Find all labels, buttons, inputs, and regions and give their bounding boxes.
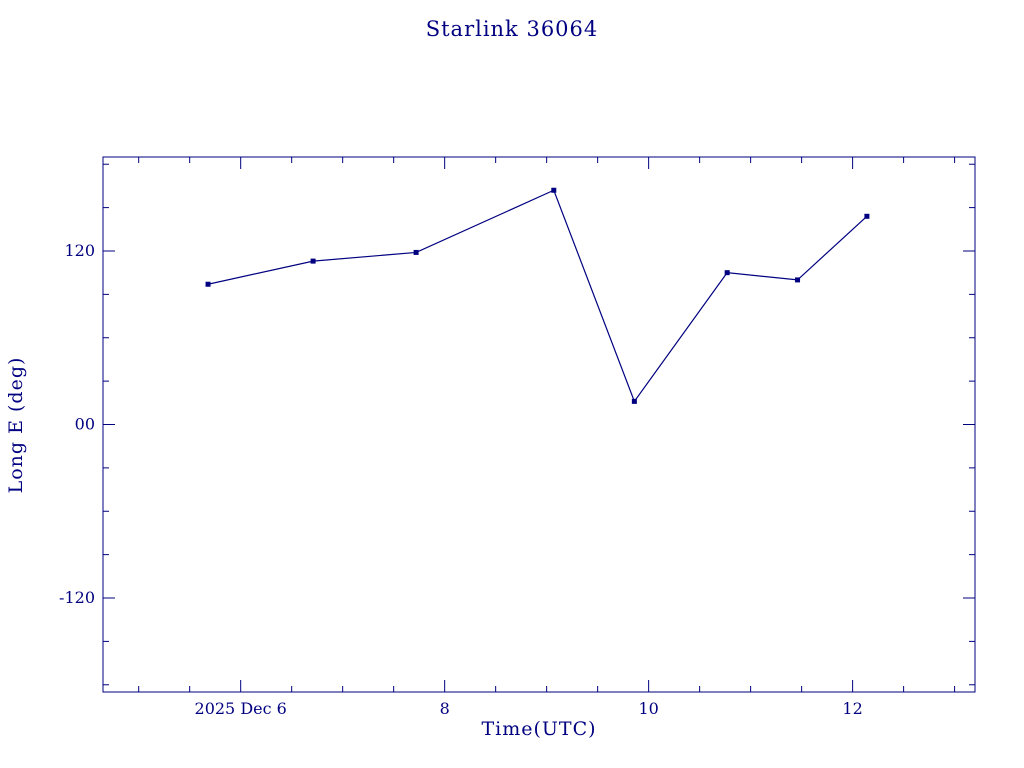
x-ticks: 2025 Dec 6 8 10 12 bbox=[138, 157, 956, 718]
y-tick-label: -120 bbox=[59, 588, 95, 607]
data-point-marker bbox=[631, 398, 637, 404]
x-tick-label: 2025 Dec 6 bbox=[195, 699, 287, 718]
data-point-marker bbox=[795, 277, 801, 283]
x-tick-label: 8 bbox=[440, 699, 450, 718]
y-tick-label: 00 bbox=[75, 415, 95, 434]
data-point-marker bbox=[413, 249, 419, 255]
data-point-marker bbox=[724, 270, 730, 276]
data-point-marker bbox=[551, 187, 557, 193]
series-line bbox=[207, 189, 868, 403]
data-point-marker bbox=[864, 213, 870, 219]
chart-title: Starlink 36064 bbox=[425, 17, 599, 41]
data-series bbox=[205, 187, 870, 404]
x-tick-label: 10 bbox=[638, 699, 658, 718]
y-tick-label: 120 bbox=[64, 241, 95, 260]
x-axis-label: Time(UTC) bbox=[481, 718, 597, 740]
x-tick-label: 12 bbox=[842, 699, 862, 718]
data-point-marker bbox=[310, 258, 316, 264]
data-point-marker bbox=[205, 281, 211, 287]
y-ticks: 120 00 -120 bbox=[59, 163, 975, 686]
